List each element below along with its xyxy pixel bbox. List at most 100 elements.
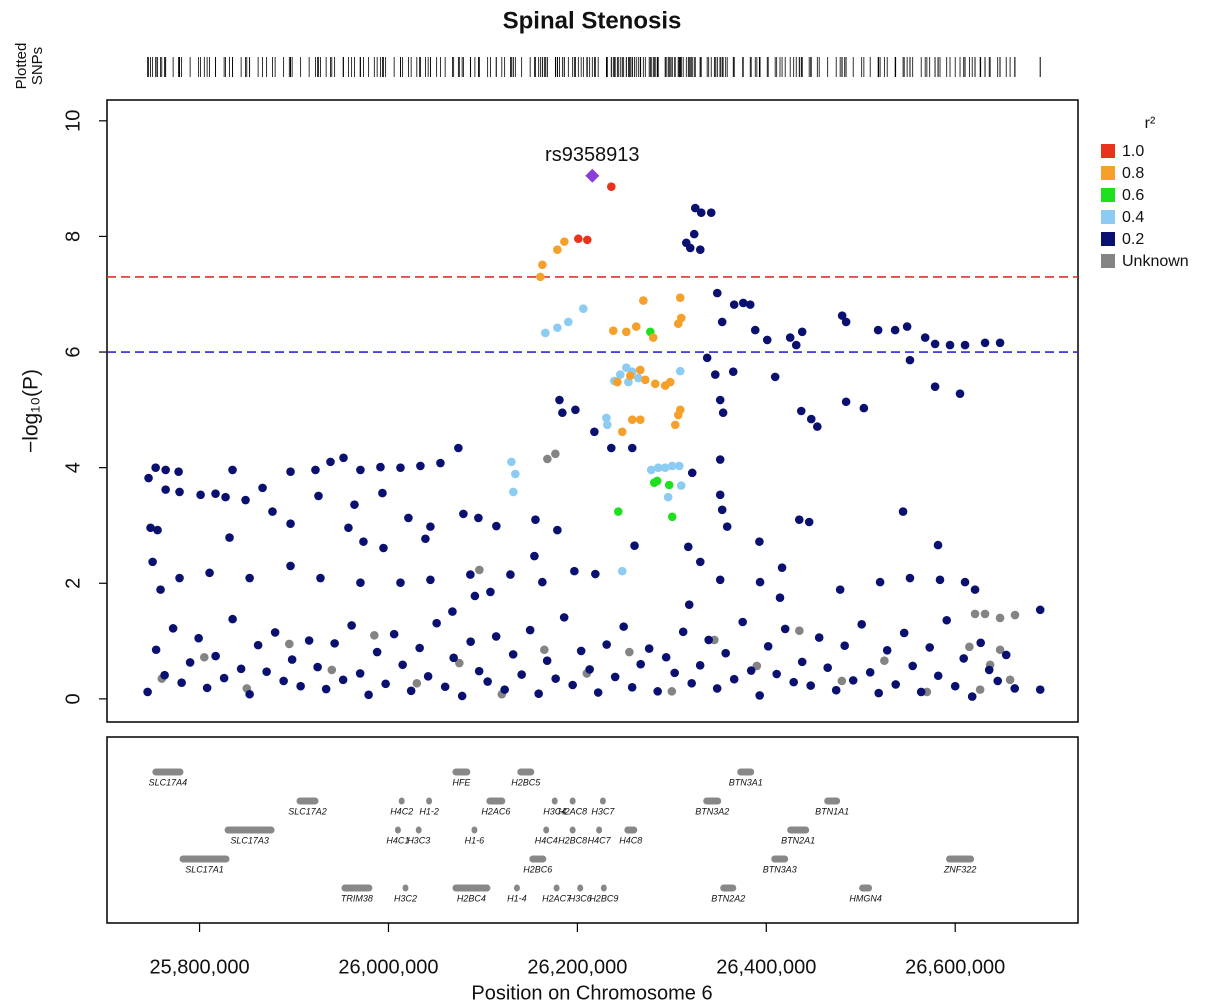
snp-point (262, 667, 271, 677)
snp-point (673, 410, 683, 420)
snp-point (665, 377, 675, 387)
snp-point (717, 505, 727, 515)
gene-bar (398, 797, 405, 805)
snp-point (525, 625, 535, 635)
snp-point (696, 208, 706, 218)
snp-point (865, 667, 875, 677)
snp-point (253, 640, 263, 650)
gene-bar (624, 826, 638, 834)
snp-point (804, 517, 814, 527)
gene-bar (737, 768, 755, 776)
snp-point (712, 684, 722, 693)
snp-point (646, 465, 656, 475)
snp-point (715, 575, 725, 585)
snp-point (426, 522, 435, 531)
snp-point (219, 673, 229, 683)
snp-point (483, 677, 492, 686)
snp-point (980, 609, 990, 619)
gene-bar (179, 855, 230, 863)
snp-point (613, 377, 622, 387)
snp-point (920, 333, 930, 342)
snp-point (161, 485, 170, 494)
snp-point (270, 628, 280, 637)
snp-point (398, 660, 407, 670)
snp-point (287, 655, 297, 664)
gene-label: H2BC9 (589, 893, 618, 903)
gene-bar (394, 826, 401, 834)
gene-bar (551, 797, 558, 805)
lead-snp (585, 168, 600, 183)
snp-point (687, 468, 697, 478)
legend-label: 0.2 (1122, 231, 1144, 248)
snp-point (715, 455, 725, 464)
snp-point (454, 443, 463, 453)
snp-point (690, 203, 700, 213)
snp-point (470, 591, 480, 601)
snp-point (370, 630, 379, 640)
snp-point (841, 397, 851, 407)
snp-point (772, 669, 781, 679)
snp-point (590, 427, 599, 437)
gene-bar (415, 826, 422, 834)
snp-point (898, 507, 908, 516)
gene-bar (517, 768, 535, 776)
snp-point (746, 666, 756, 675)
snp-point (704, 635, 713, 645)
snp-point (491, 632, 501, 641)
snp-point (579, 304, 588, 313)
legend-swatch (1101, 210, 1115, 224)
snp-point (570, 566, 579, 576)
snp-point (755, 691, 764, 700)
gene-bar (452, 768, 471, 776)
snp-point (631, 322, 641, 331)
snp-point (712, 288, 722, 298)
snp-point (942, 615, 952, 625)
gene-label: H1-2 (419, 806, 439, 816)
snp-point (648, 333, 658, 342)
gene-label: HFE (452, 777, 471, 787)
snp-point (630, 541, 639, 550)
snp-point (840, 641, 849, 650)
snp-point (762, 335, 772, 345)
gene-bar (426, 797, 433, 805)
snp-point (625, 371, 635, 381)
gene-bar (543, 826, 550, 834)
snp-point (585, 665, 594, 674)
snp-point (396, 463, 405, 472)
snp-point (627, 415, 637, 424)
y-tick-label: 0 (62, 693, 84, 704)
legend-label: Unknown (1122, 253, 1189, 270)
x-tick-label: 26,400,000 (716, 956, 816, 978)
snp-point (806, 414, 816, 424)
snp-point (806, 681, 815, 690)
gene-bar (452, 884, 491, 892)
snp-point (813, 422, 822, 431)
snp-point (144, 473, 153, 483)
snp-point (653, 687, 662, 696)
snp-point (673, 319, 683, 329)
axes: 0 2 4 6 8 10 25,800,000 26,000,000 26,200,000 26,… (62, 110, 1078, 978)
gene-label: H2BC5 (511, 777, 541, 787)
snp-point (925, 643, 935, 652)
gene-bar (224, 826, 275, 834)
snp-point (1001, 650, 1011, 660)
legend-swatch (1101, 188, 1115, 202)
lead-snp-label: rs9358913 (545, 144, 640, 166)
snp-point (880, 656, 889, 666)
snp-point (508, 650, 518, 659)
snp-point (959, 654, 969, 663)
snp-point (873, 325, 883, 335)
snp-point (571, 405, 580, 415)
snp-point (534, 689, 543, 698)
snp-point (542, 656, 552, 666)
snp-point (406, 686, 416, 696)
snp-point (823, 663, 832, 672)
snp-point (970, 585, 980, 594)
snp-point (619, 622, 628, 631)
snp-point (326, 457, 335, 467)
gene-label: SLC17A2 (288, 806, 327, 816)
snp-point (211, 489, 220, 498)
chart-title: Spinal Stenosis (503, 7, 682, 34)
snp-point (636, 659, 645, 669)
